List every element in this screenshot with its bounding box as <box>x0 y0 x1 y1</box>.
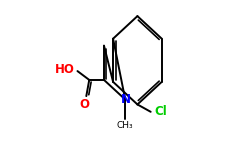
Text: Cl: Cl <box>154 105 167 118</box>
Text: CH₃: CH₃ <box>117 121 134 130</box>
Text: HO: HO <box>55 63 75 76</box>
Text: N: N <box>121 93 131 106</box>
Text: O: O <box>80 98 90 111</box>
